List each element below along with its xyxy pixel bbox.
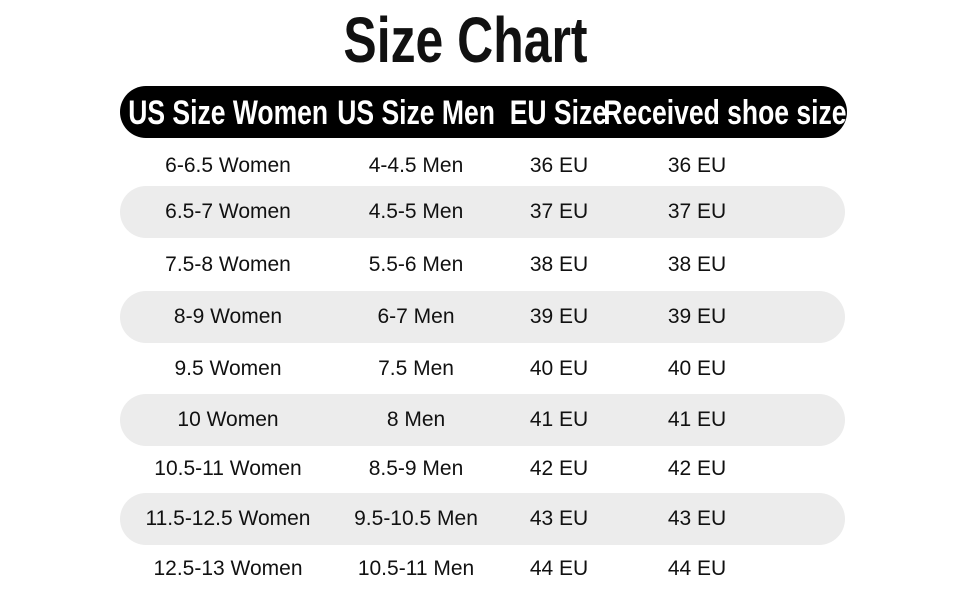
cell-text: 38 EU <box>529 253 589 276</box>
cell-text: 44 EU <box>667 557 727 580</box>
table-row: 12.5-13 Women 10.5-11 Men 44 EU 44 EU <box>120 543 845 595</box>
cell-text: 43 EU <box>667 507 727 530</box>
cell-text: 43 EU <box>529 507 589 530</box>
title-text: Size Chart <box>342 4 588 76</box>
header-label: Received shoe size <box>603 94 847 132</box>
table-row: 8-9 Women 6-7 Men 39 EU 39 EU <box>120 291 845 343</box>
cell-text: 9.5-10.5 Men <box>354 507 478 530</box>
table-row: 10 Women 8 Men 41 EU 41 EU <box>120 394 845 446</box>
table-row: 9.5 Women 7.5 Men 40 EU 40 EU <box>120 343 845 395</box>
table-row: 11.5-12.5 Women 9.5-10.5 Men 43 EU 43 EU <box>120 493 845 545</box>
cell-text: 36 EU <box>529 154 589 177</box>
cell-text: 6-6.5 Women <box>165 154 291 177</box>
cell-text: 42 EU <box>529 457 589 480</box>
cell-text: 5.5-6 Men <box>368 253 464 276</box>
cell-text: 41 EU <box>667 408 727 431</box>
header-label: US Size Men <box>337 94 495 132</box>
table-row: 6-6.5 Women 4-4.5 Men 36 EU 36 EU <box>120 140 845 192</box>
cell-text: 7.5 Men <box>378 357 454 380</box>
cell-text: 40 EU <box>529 357 589 380</box>
cell-text: 9.5 Women <box>174 357 282 380</box>
cell-text: 37 EU <box>529 200 589 223</box>
cell-text: 6.5-7 Women <box>165 200 291 223</box>
table-row: 7.5-8 Women 5.5-6 Men 38 EU 38 EU <box>120 239 845 291</box>
cell-text: 8 Men <box>386 408 446 431</box>
table-row: 6.5-7 Women 4.5-5 Men 37 EU 37 EU <box>120 186 845 238</box>
header-label: EU Size <box>509 94 607 132</box>
table-row: 10.5-11 Women 8.5-9 Men 42 EU 42 EU <box>120 443 845 495</box>
cell-text: 6-7 Men <box>377 305 455 328</box>
cell-text: 4-4.5 Men <box>368 154 464 177</box>
cell-text: 44 EU <box>529 557 589 580</box>
cell-text: 10 Women <box>177 408 279 431</box>
cell-text: 8-9 Women <box>173 305 283 328</box>
cell-text: 10.5-11 Men <box>357 557 475 580</box>
cell-text: 40 EU <box>667 357 727 380</box>
cell-text: 37 EU <box>667 200 727 223</box>
cell-text: 11.5-12.5 Women <box>145 507 311 530</box>
table-header: US Size Women US Size Men EU Size Receiv… <box>120 86 847 138</box>
cell-text: 7.5-8 Women <box>165 253 291 276</box>
cell-text: 36 EU <box>667 154 727 177</box>
cell-text: 12.5-13 Women <box>153 557 303 580</box>
cell-text: 38 EU <box>667 253 727 276</box>
cell-text: 39 EU <box>529 305 589 328</box>
cell-text: 8.5-9 Men <box>368 457 464 480</box>
cell-text: 39 EU <box>667 305 727 328</box>
cell-text: 4.5-5 Men <box>368 200 464 223</box>
cell-text: 41 EU <box>529 408 589 431</box>
cell-text: 42 EU <box>667 457 727 480</box>
cell-text: 10.5-11 Women <box>154 457 302 480</box>
page-title: Size Chart <box>0 4 930 76</box>
header-label: US Size Women <box>128 94 328 132</box>
